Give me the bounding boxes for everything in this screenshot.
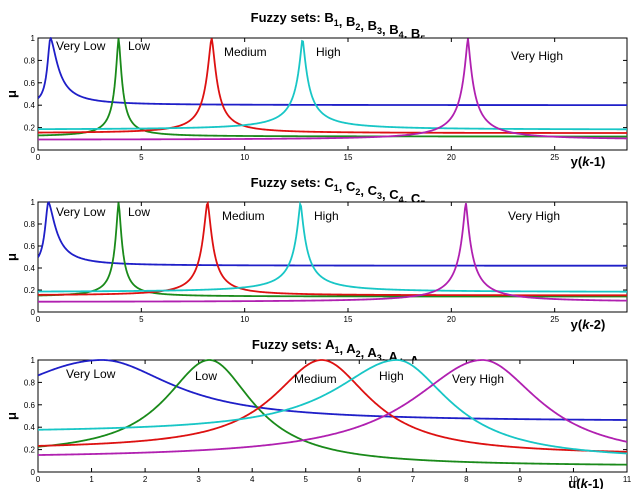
series-line-high	[38, 39, 627, 131]
series-line-low	[38, 38, 627, 138]
series-line-very-high	[38, 359, 627, 456]
x-tick-label: 10	[569, 475, 578, 484]
x-tick-label: 4	[250, 475, 255, 484]
series-label-high: High	[314, 209, 339, 223]
x-tick-label: 20	[447, 153, 456, 162]
chart-panel-3: Fuzzy sets: A1, A2, A3, A4, A500.20.40.6…	[4, 337, 631, 489]
y-tick-label: 0.6	[24, 401, 36, 410]
series-label-medium: Medium	[224, 45, 267, 59]
x-axis-label: y(k-1)	[571, 154, 606, 169]
x-tick-label: 5	[139, 315, 144, 324]
series-label-very-low: Very Low	[56, 205, 106, 219]
x-tick-label: 6	[357, 475, 362, 484]
y-tick-label: 0.6	[24, 79, 36, 88]
y-tick-label: 1	[31, 198, 36, 207]
x-tick-label: 2	[143, 475, 148, 484]
series-line-very-low	[38, 201, 627, 267]
y-tick-label: 1	[31, 356, 36, 365]
y-tick-label: 0	[31, 308, 36, 317]
y-axis-label: μ	[4, 253, 19, 261]
series-line-very-low	[38, 359, 627, 421]
x-tick-label: 0	[36, 153, 41, 162]
series-line-medium	[38, 38, 627, 134]
x-axis-label: y(k-2)	[571, 317, 606, 332]
y-tick-label: 0.8	[24, 220, 36, 229]
series-line-very-high	[38, 203, 627, 303]
series-line-high	[38, 359, 627, 455]
chart-panel-2: Fuzzy sets: C1, C2, C3, C4, C5 0 0.2 0.4 0.6…	[4, 175, 628, 332]
y-tick-label: 1	[31, 34, 36, 43]
x-tick-label: 10	[240, 153, 249, 162]
x-tick-label: 10	[240, 315, 249, 324]
series-label-low: Low	[128, 205, 150, 219]
y-axis-label: μ	[4, 90, 19, 98]
series-label-high: High	[379, 369, 404, 383]
series-label-very-high: Very High	[452, 372, 504, 386]
x-tick-label: 25	[550, 315, 559, 324]
x-tick-label: 8	[464, 475, 469, 484]
series-line-very-high	[38, 38, 627, 141]
y-tick-label: 0.8	[24, 378, 36, 387]
y-tick-label: 0.2	[24, 286, 36, 295]
series-label-very-low: Very Low	[56, 39, 106, 53]
series-line-low	[38, 359, 627, 466]
series-line-medium	[38, 201, 627, 297]
x-tick-label: 15	[344, 153, 353, 162]
x-tick-label: 15	[344, 315, 353, 324]
y-tick-label: 0.8	[24, 56, 36, 65]
y-tick-label: 0	[31, 146, 36, 155]
x-tick-label: 5	[139, 153, 144, 162]
y-tick-label: 0.4	[24, 423, 36, 432]
series-line-high	[38, 201, 627, 293]
x-tick-label: 3	[196, 475, 201, 484]
x-tick-label: 20	[447, 315, 456, 324]
series-label-very-low: Very Low	[66, 367, 116, 381]
y-tick-label: 0.4	[24, 264, 36, 273]
series-label-very-high: Very High	[511, 49, 563, 63]
series-label-low: Low	[128, 39, 150, 53]
x-tick-label: 25	[550, 153, 559, 162]
x-tick-label: 11	[623, 475, 631, 484]
series-label-low: Low	[195, 369, 217, 383]
chart-title: Fuzzy sets: C1, C2, C3, C4, C5	[251, 175, 426, 209]
series-line-medium	[38, 359, 627, 453]
x-tick-label: 7	[411, 475, 416, 484]
x-tick-label: 5	[304, 475, 309, 484]
series-line-very-low	[38, 37, 627, 107]
x-tick-label: 1	[89, 475, 94, 484]
series-line-low	[38, 202, 627, 298]
series-label-medium: Medium	[294, 372, 337, 386]
y-tick-label: 0.2	[24, 446, 36, 455]
series-label-very-high: Very High	[508, 209, 560, 223]
x-tick-label: 9	[518, 475, 523, 484]
series-label-high: High	[316, 45, 341, 59]
x-tick-label: 0	[36, 315, 41, 324]
y-tick-label: 0	[31, 468, 36, 477]
chart-panel-1: Fuzzy sets: B1, B2, B3, B4, B500.20.40.6…	[4, 10, 628, 169]
x-axis-label: u(k-1)	[568, 476, 603, 489]
y-tick-label: 0.4	[24, 101, 36, 110]
y-tick-label: 0.6	[24, 242, 36, 251]
y-tick-label: 0.2	[24, 124, 36, 133]
series-label-medium: Medium	[222, 209, 265, 223]
y-axis-label: μ	[4, 412, 19, 420]
x-tick-label: 0	[36, 475, 41, 484]
